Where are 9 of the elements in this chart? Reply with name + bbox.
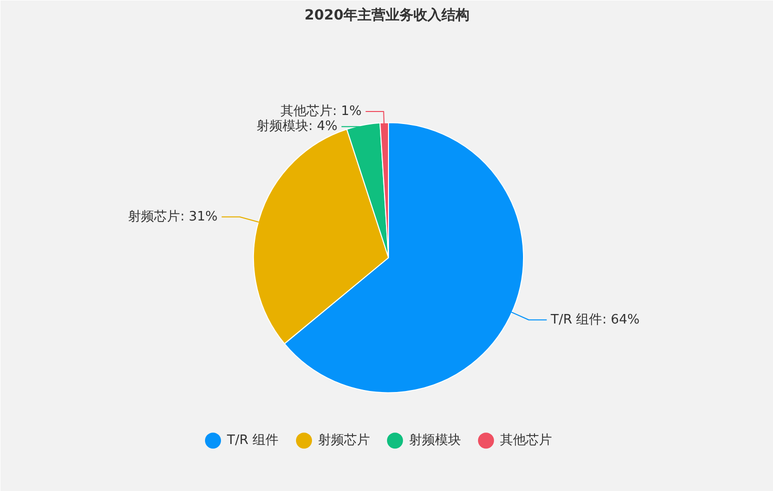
data-label: T/R 组件: 64% <box>550 312 640 328</box>
legend-label: 其他芯片 <box>500 433 552 448</box>
legend-label: 射频模块 <box>409 433 461 448</box>
data-label: 射频芯片: 31% <box>128 209 218 224</box>
data-label: 射频模块: 4% <box>256 119 338 134</box>
legend-label: T/R 组件 <box>226 433 278 448</box>
data-label: 其他芯片: 1% <box>280 104 362 120</box>
legend-label: 射频芯片 <box>318 433 370 448</box>
chart-title: 2020年主营业务收入结构 <box>304 6 470 24</box>
